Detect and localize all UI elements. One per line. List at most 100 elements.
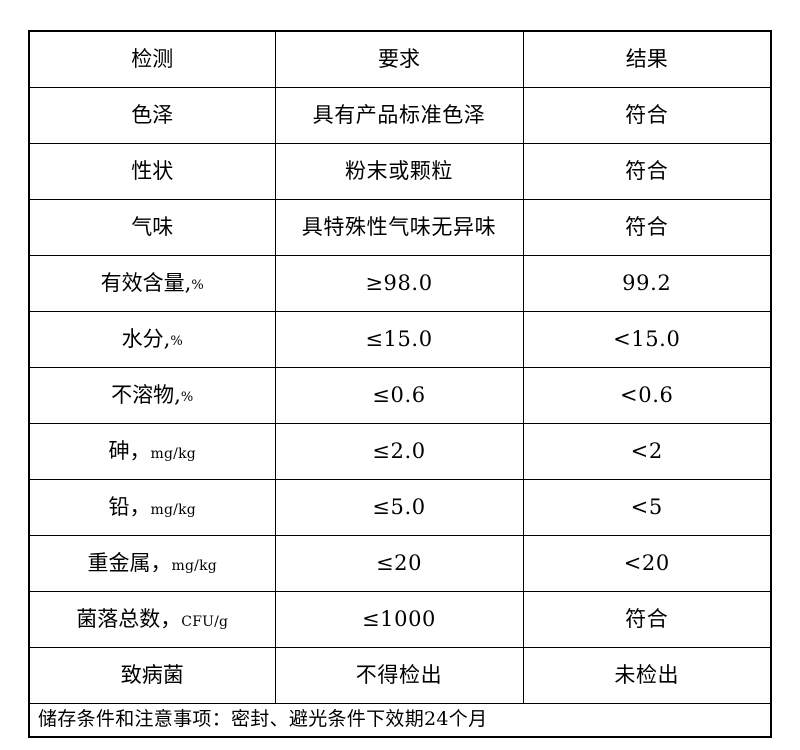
table-row: 色泽 具有产品标准色泽 符合 bbox=[28, 87, 772, 144]
cell-requirement: ≤20 bbox=[274, 535, 524, 592]
table-header-row: 检测 要求 结果 bbox=[28, 30, 772, 88]
cell-item: 气味 bbox=[28, 199, 276, 256]
cell-result: 符合 bbox=[522, 591, 772, 648]
cell-result: 符合 bbox=[522, 143, 772, 200]
cell-result: <0.6 bbox=[522, 367, 772, 424]
cell-item-unit: % bbox=[191, 278, 204, 294]
cell-requirement: ≥98.0 bbox=[274, 255, 524, 312]
cell-result-text: 符合 bbox=[625, 215, 669, 240]
cell-item: 色泽 bbox=[28, 87, 276, 144]
cell-result-text: <0.6 bbox=[620, 383, 674, 408]
cell-item-label: 不溶物,% bbox=[30, 382, 275, 408]
cell-item-label: 致病菌 bbox=[30, 662, 275, 688]
cell-item-unit: mg/kg bbox=[171, 558, 217, 575]
cell-item-text: 色泽 bbox=[131, 103, 174, 128]
cell-requirement-text: 具特殊性气味无异味 bbox=[301, 215, 497, 240]
cell-requirement: 粉末或颗粒 bbox=[274, 143, 524, 200]
cell-requirement-text: ≤5.0 bbox=[372, 495, 426, 520]
footer-note-cell: 储存条件和注意事项：密封、避光条件下效期24个月 bbox=[28, 703, 772, 738]
cell-item-text: 菌落总数， bbox=[76, 607, 182, 632]
cell-requirement: 不得检出 bbox=[274, 647, 524, 704]
specification-table: 检测 要求 结果 色泽 具有产品标准色泽 符合 性状 粉末或颗粒 符合 气味 具特殊性气味无异… bbox=[28, 30, 772, 738]
cell-item-label: 砷，mg/kg bbox=[30, 438, 275, 464]
cell-requirement-text: 具有产品标准色泽 bbox=[312, 103, 486, 128]
cell-item-unit: % bbox=[180, 390, 194, 406]
cell-requirement: ≤1000 bbox=[274, 591, 524, 648]
cell-item: 致病菌 bbox=[28, 647, 276, 704]
cell-item-label: 色泽 bbox=[30, 102, 275, 128]
cell-item: 菌落总数，CFU/g bbox=[28, 591, 276, 648]
cell-result: 未检出 bbox=[522, 647, 772, 704]
cell-item-label: 菌落总数，CFU/g bbox=[30, 606, 275, 632]
table-row: 致病菌 不得检出 未检出 bbox=[28, 647, 772, 704]
cell-result-text: 符合 bbox=[625, 607, 669, 632]
table-row: 水分,% ≤15.0 <15.0 bbox=[28, 311, 772, 368]
cell-item-unit: mg/kg bbox=[150, 502, 196, 519]
cell-requirement-text: ≤15.0 bbox=[365, 327, 433, 352]
cell-requirement-text: 粉末或颗粒 bbox=[345, 159, 453, 184]
cell-result: <2 bbox=[522, 423, 772, 480]
column-header-result: 结果 bbox=[522, 30, 772, 88]
table-row: 重金属，mg/kg ≤20 <20 bbox=[28, 535, 772, 592]
cell-item: 性状 bbox=[28, 143, 276, 200]
cell-result: <5 bbox=[522, 479, 772, 536]
table-row: 气味 具特殊性气味无异味 符合 bbox=[28, 199, 772, 256]
cell-result-text: <20 bbox=[623, 551, 670, 576]
cell-requirement-text: ≥98.0 bbox=[365, 271, 433, 296]
cell-result-text: 符合 bbox=[625, 159, 669, 184]
column-header-requirement: 要求 bbox=[274, 30, 524, 88]
cell-item-text: 致病菌 bbox=[120, 663, 184, 688]
cell-item-unit: % bbox=[170, 334, 183, 350]
cell-item-label: 水分,% bbox=[30, 326, 275, 352]
cell-item: 铅，mg/kg bbox=[28, 479, 276, 536]
cell-requirement-text: 不得检出 bbox=[355, 663, 443, 688]
cell-result: <15.0 bbox=[522, 311, 772, 368]
cell-item: 砷，mg/kg bbox=[28, 423, 276, 480]
cell-item-text: 砷， bbox=[108, 439, 151, 464]
cell-requirement-text: ≤0.6 bbox=[372, 383, 426, 408]
cell-item-text: 不溶物, bbox=[111, 383, 181, 408]
cell-item-text: 水分, bbox=[121, 327, 171, 352]
cell-result: <20 bbox=[522, 535, 772, 592]
column-header-result-label: 结果 bbox=[625, 47, 668, 72]
cell-requirement: ≤5.0 bbox=[274, 479, 524, 536]
cell-requirement: 具特殊性气味无异味 bbox=[274, 199, 524, 256]
cell-result-text: <15.0 bbox=[613, 327, 681, 352]
cell-item-text: 性状 bbox=[131, 159, 174, 184]
cell-result-text: <2 bbox=[630, 439, 663, 464]
cell-item: 水分,% bbox=[28, 311, 276, 368]
table-body: 色泽 具有产品标准色泽 符合 性状 粉末或颗粒 符合 气味 具特殊性气味无异味 符合 有效含量,%… bbox=[28, 87, 772, 704]
table-row: 性状 粉末或颗粒 符合 bbox=[28, 143, 772, 200]
cell-requirement-text: ≤1000 bbox=[361, 607, 437, 632]
cell-requirement: 具有产品标准色泽 bbox=[274, 87, 524, 144]
cell-item-label: 气味 bbox=[30, 214, 275, 240]
table-row: 不溶物,% ≤0.6 <0.6 bbox=[28, 367, 772, 424]
table-row: 砷，mg/kg ≤2.0 <2 bbox=[28, 423, 772, 480]
table-row: 菌落总数，CFU/g ≤1000 符合 bbox=[28, 591, 772, 648]
cell-item-text: 气味 bbox=[131, 215, 174, 240]
column-header-item-label: 检测 bbox=[131, 47, 174, 72]
cell-item-label: 铅，mg/kg bbox=[30, 494, 275, 520]
table-row: 铅，mg/kg ≤5.0 <5 bbox=[28, 479, 772, 536]
cell-result-text: 未检出 bbox=[614, 663, 680, 688]
table-header: 检测 要求 结果 bbox=[28, 30, 772, 88]
cell-result: 99.2 bbox=[522, 255, 772, 312]
cell-result-text: <5 bbox=[630, 495, 663, 520]
footer-note-row: 储存条件和注意事项：密封、避光条件下效期24个月 bbox=[28, 703, 772, 738]
column-header-requirement-label: 要求 bbox=[378, 47, 420, 72]
cell-result: 符合 bbox=[522, 199, 772, 256]
cell-result-text: 符合 bbox=[625, 103, 669, 128]
cell-item-unit: mg/kg bbox=[150, 446, 196, 463]
cell-requirement: ≤15.0 bbox=[274, 311, 524, 368]
footer-note-text: 储存条件和注意事项：密封、避光条件下效期24个月 bbox=[38, 708, 488, 731]
cell-item-text: 有效含量, bbox=[100, 271, 192, 296]
cell-item-unit: CFU/g bbox=[181, 614, 229, 631]
cell-result: 符合 bbox=[522, 87, 772, 144]
cell-requirement-text: ≤2.0 bbox=[372, 439, 426, 464]
cell-item-text: 铅， bbox=[108, 495, 151, 520]
cell-item: 有效含量,% bbox=[28, 255, 276, 312]
cell-requirement: ≤2.0 bbox=[274, 423, 524, 480]
table-footer: 储存条件和注意事项：密封、避光条件下效期24个月 bbox=[28, 703, 772, 738]
cell-item: 不溶物,% bbox=[28, 367, 276, 424]
